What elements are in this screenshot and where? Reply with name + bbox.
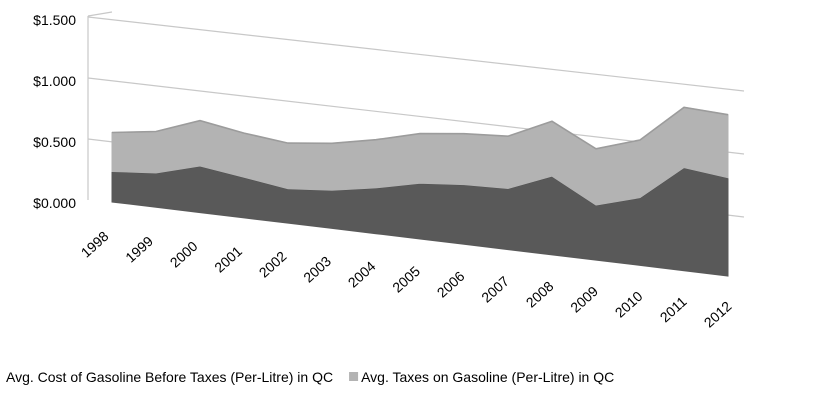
x-tick-label: 2003	[300, 253, 334, 286]
x-tick-label: 2011	[657, 293, 690, 325]
legend-swatch-2	[349, 372, 358, 381]
legend-label-2: Avg. Taxes on Gasoline (Per-Litre) in QC	[361, 369, 614, 385]
x-tick-label: 2010	[612, 288, 646, 321]
legend: Avg. Cost of Gasoline Before Taxes (Per-…	[6, 369, 614, 385]
x-tick-label: 2008	[523, 278, 557, 311]
y-tick-label: $0.000	[33, 195, 76, 211]
wall-top-edge	[88, 12, 112, 16]
y-tick-label: $1.500	[33, 12, 76, 28]
x-tick-label: 2001	[211, 243, 245, 276]
legend-label-1: Avg. Cost of Gasoline Before Taxes (Per-…	[6, 369, 333, 385]
x-tick-label: 2012	[701, 298, 735, 331]
x-tick-label: 2004	[345, 258, 379, 291]
y-axis-tick-labels: $0.000 $0.500 $1.000 $1.500	[33, 12, 76, 211]
x-tick-label: 1999	[122, 233, 156, 266]
x-tick-label: 2005	[389, 263, 423, 296]
x-tick-label: 2009	[567, 283, 601, 316]
y-tick-label: $0.500	[33, 134, 76, 150]
x-tick-label: 2007	[478, 273, 512, 306]
y-tick-label: $1.000	[33, 73, 76, 89]
gridline-1.5	[88, 17, 744, 91]
x-tick-label: 1998	[78, 228, 112, 261]
x-tick-label: 2002	[256, 248, 290, 281]
x-tick-label: 2000	[167, 238, 201, 271]
x-tick-label: 2006	[434, 268, 468, 301]
series-areas	[112, 107, 728, 276]
